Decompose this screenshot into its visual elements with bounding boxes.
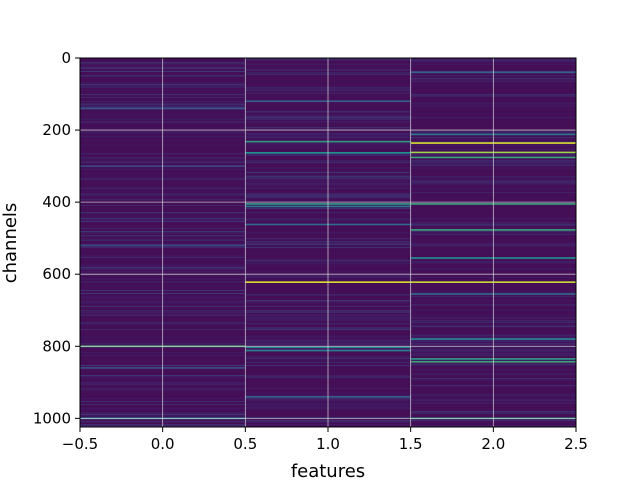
y-tick-label: 200 [42, 121, 71, 139]
y-tick-label: 400 [42, 193, 71, 211]
x-axis-label: features [291, 461, 365, 480]
y-tick-label: 800 [42, 337, 71, 355]
y-tick-label: 1000 [33, 409, 71, 427]
y-tick-label: 600 [42, 265, 71, 283]
x-tick-label: 2.0 [481, 435, 505, 453]
x-tick-label: 0.0 [151, 435, 175, 453]
y-axis-label: channels [0, 203, 21, 284]
x-tick-label: −0.5 [62, 435, 98, 453]
x-tick-label: 1.0 [316, 435, 340, 453]
x-tick-label: 1.5 [399, 435, 423, 453]
x-tick-label: 0.5 [233, 435, 257, 453]
x-tick-label: 2.5 [564, 435, 588, 453]
y-tick-label: 0 [61, 49, 71, 67]
